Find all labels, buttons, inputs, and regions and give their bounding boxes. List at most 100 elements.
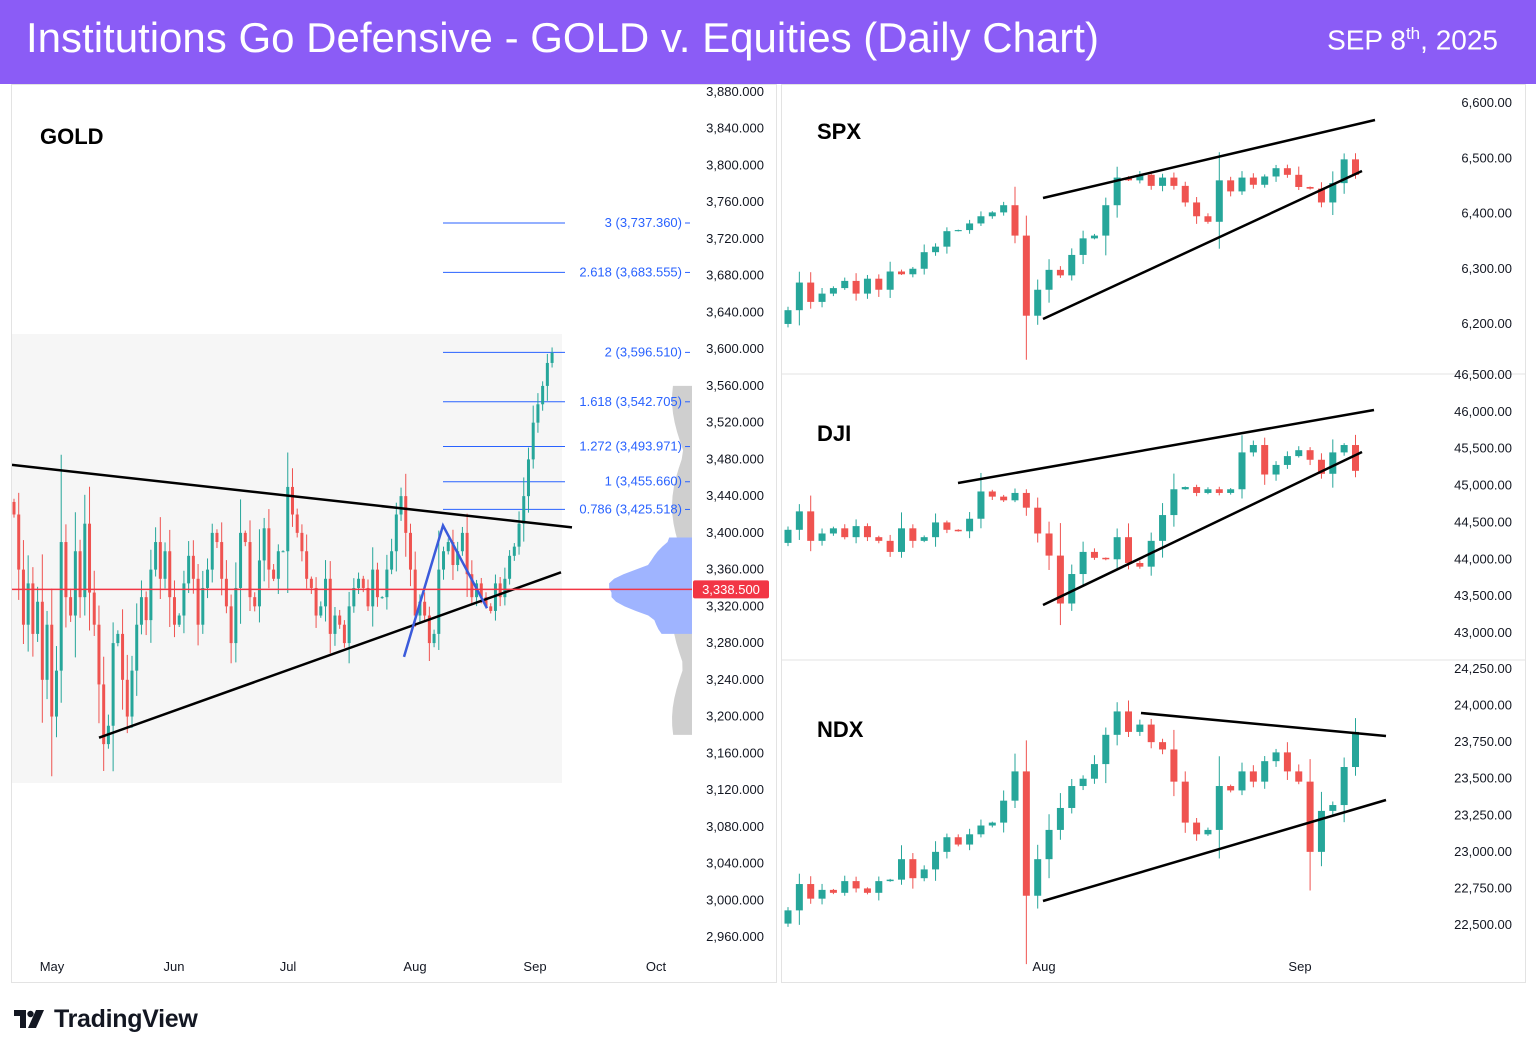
gold-chart[interactable]: 3,880.000 3,840.000 3,800.000 3,760.000 3,72…: [11, 84, 776, 982]
ndx-candle-body: [1068, 786, 1076, 808]
gold-candle-body: [88, 523, 92, 593]
ndx-lower-trendline: [1042, 798, 1387, 903]
ndx-candle-body: [909, 859, 917, 879]
gold-candle-body: [73, 551, 77, 616]
gold-y-tick-label: 3,840.000: [706, 121, 764, 136]
tradingview-brand[interactable]: TradingView: [14, 1004, 198, 1034]
gold-candle-body: [375, 569, 379, 598]
dji-y-tick-label: 45,500.00: [1454, 441, 1512, 456]
spx-candle-body: [1136, 174, 1144, 181]
gold-candle-body: [224, 578, 228, 607]
dji-y-tick-label: 46,000.00: [1454, 404, 1512, 419]
ndx-candle-body: [818, 889, 826, 899]
volume-profile-tail: [672, 385, 692, 735]
gold-candle-body: [526, 459, 530, 497]
ndx-candle-body: [1227, 786, 1235, 791]
fib-level-label: 3 (3,737.360): [605, 215, 682, 230]
spx-candle-body: [943, 231, 951, 247]
fib-level-label: 1.618 (3,542.705): [579, 394, 682, 409]
dji-lower-trendline: [1042, 450, 1363, 607]
ndx-candle-body: [1340, 767, 1348, 806]
gold-candle-body: [427, 615, 431, 644]
indices-chart[interactable]: 6,600.00 6,500.00 6,400.00 6,300.00 6,200.00…: [782, 85, 1525, 982]
spx-candle-body: [1045, 269, 1053, 290]
gold-candle-body: [201, 587, 205, 625]
ndx-candle-body: [1034, 859, 1042, 896]
dji-candle-body: [1068, 574, 1076, 604]
date-ordinal: th: [1405, 24, 1421, 43]
gold-candle-body: [352, 587, 356, 607]
gold-candle-body: [498, 583, 502, 598]
dji-candle-body: [1227, 489, 1235, 493]
gold-y-tick-label: 3,760.000: [706, 194, 764, 209]
gold-candle-body: [111, 643, 115, 726]
gold-candle-body: [139, 597, 143, 625]
ndx-candle-body: [1056, 807, 1064, 830]
ndx-y-tick-label: 23,750.00: [1454, 734, 1512, 749]
gold-candle-body: [267, 528, 271, 570]
gold-candle-body: [442, 551, 446, 570]
gold-candle-body: [290, 486, 294, 515]
gold-candle-body: [50, 624, 54, 717]
ndx-candle-body: [1317, 810, 1325, 852]
ndx-candle-body: [988, 822, 996, 826]
ndx-candle-body: [852, 881, 860, 889]
gold-candle-body: [508, 555, 512, 579]
ndx-candle-body: [1136, 724, 1144, 732]
gold-candle-body: [328, 578, 332, 634]
gold-candle-body: [206, 569, 210, 588]
spx-candle-body: [1079, 238, 1087, 255]
gold-candle-body: [305, 551, 309, 579]
gold-candle-body: [97, 624, 101, 685]
dji-candle-body: [1011, 492, 1019, 501]
spx-lower-trendline: [1042, 169, 1363, 321]
gold-candle-body: [253, 597, 257, 607]
gold-candle-body: [276, 551, 280, 579]
fib-level-label: 1.272 (3,493.971): [579, 439, 682, 454]
ndx-candle-body: [875, 881, 883, 893]
spx-y-tick-label: 6,600.00: [1461, 95, 1512, 110]
gold-chart-panel[interactable]: 3,880.000 3,840.000 3,800.000 3,760.000 3,72…: [11, 84, 777, 983]
spx-candle-body: [1261, 176, 1269, 185]
spx-candle-body: [863, 278, 871, 294]
dji-candle-body: [1317, 459, 1325, 474]
gold-candle-body: [36, 601, 40, 634]
spx-candle-body: [920, 252, 928, 269]
date-text: SEP 8: [1327, 24, 1406, 56]
dji-candle-body: [1000, 496, 1008, 501]
spx-candle-body: [818, 293, 826, 302]
gold-y-tick-label: 3,640.000: [706, 304, 764, 319]
gold-candle-body: [479, 583, 483, 598]
gold-candle-body: [418, 601, 422, 616]
fib-level-label: 0.786 (3,425.518): [579, 501, 682, 516]
gold-y-tick-label: 3,080.000: [706, 819, 764, 834]
gold-candle-body: [451, 542, 455, 566]
dji-candle-body: [988, 491, 996, 497]
gold-candle-body: [385, 569, 389, 598]
spx-y-tick-label: 6,300.00: [1461, 261, 1512, 276]
indices-chart-panel[interactable]: 6,600.00 6,500.00 6,400.00 6,300.00 6,200.00…: [781, 84, 1526, 983]
volume-profile-value-area: [609, 537, 692, 634]
gold-y-tick-label: 3,320.000: [706, 598, 764, 613]
ndx-candle-body: [1204, 829, 1212, 835]
spx-candle-body: [1147, 174, 1155, 186]
gold-candle-body: [83, 523, 87, 598]
dji-candle-body: [1238, 452, 1246, 490]
dji-candle-body: [1102, 557, 1110, 560]
header-banner: Institutions Go Defensive - GOLD v. Equi…: [0, 0, 1536, 84]
gold-candle-body: [31, 583, 35, 634]
gold-candle-body: [187, 555, 191, 584]
dji-y-tick-label: 44,000.00: [1454, 551, 1512, 566]
dji-candle-body: [841, 528, 849, 538]
gold-x-tick-label: Oct: [646, 959, 667, 974]
ndx-upper-trendline: [1140, 711, 1387, 738]
fib-level-label: 1 (3,455.660): [605, 474, 682, 489]
gold-y-tick-label: 3,120.000: [706, 782, 764, 797]
dji-candle-body: [1090, 551, 1098, 558]
gold-candle-body: [182, 583, 186, 616]
dji-y-tick-label: 43,500.00: [1454, 588, 1512, 603]
gold-candle-body: [239, 532, 243, 588]
gold-candle-body: [154, 542, 158, 570]
gold-candle-body: [456, 551, 460, 566]
gold-y-tick-label: 3,440.000: [706, 488, 764, 503]
